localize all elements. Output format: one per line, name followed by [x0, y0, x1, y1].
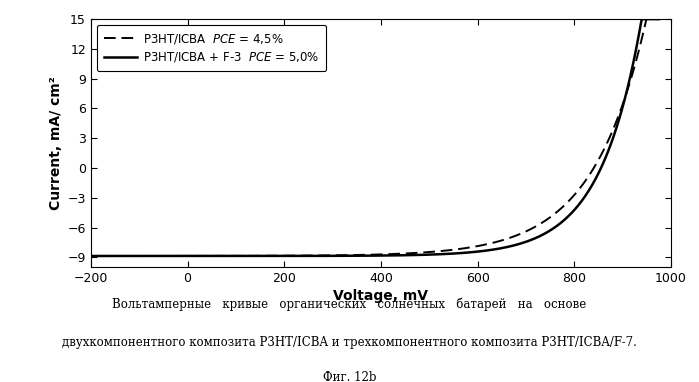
Text: двухкомпонентного композита P3HT/ICBA и трехкомпонентного композита P3HT/ICBA/F-: двухкомпонентного композита P3HT/ICBA и … — [62, 336, 637, 349]
Legend: P3HT/ICBA  $\it{PCE}$ = 4,5%, P3HT/ICBA + F-3  $\it{PCE}$ = 5,0%: P3HT/ICBA $\it{PCE}$ = 4,5%, P3HT/ICBA +… — [96, 25, 326, 71]
X-axis label: Voltage, mV: Voltage, mV — [333, 290, 428, 303]
Text: Фиг. 12b: Фиг. 12b — [323, 371, 376, 382]
Y-axis label: Current, mA/ cm²: Current, mA/ cm² — [50, 76, 64, 210]
Text: Вольтамперные   кривые   органических   солнечных   батарей   на   основе: Вольтамперные кривые органических солнеч… — [113, 298, 586, 311]
